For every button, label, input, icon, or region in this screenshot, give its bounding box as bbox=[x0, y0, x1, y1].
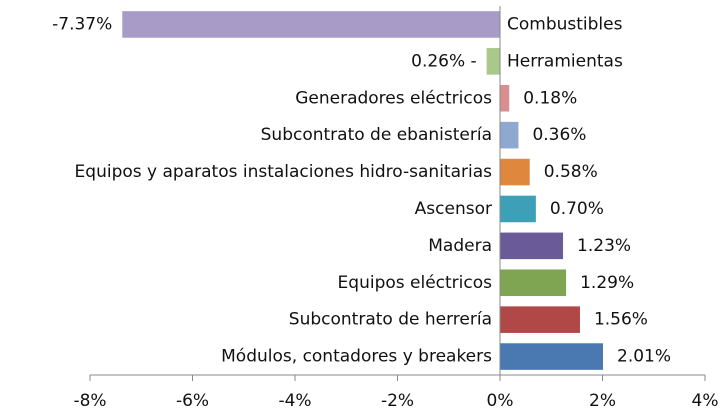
x-tick-label: 4% bbox=[692, 391, 719, 411]
category-label: Generadores eléctricos bbox=[295, 88, 492, 108]
value-label: 0.36% bbox=[532, 125, 586, 145]
value-label: 0.18% bbox=[523, 88, 577, 108]
category-label: Madera bbox=[428, 236, 492, 256]
value-label: 2.01% bbox=[617, 347, 671, 367]
category-label: Subcontrato de herrería bbox=[289, 310, 492, 330]
value-label: 0.26% - bbox=[411, 51, 477, 71]
x-tick-label: -2% bbox=[381, 391, 414, 411]
x-tick-label: -8% bbox=[73, 391, 106, 411]
bar bbox=[500, 343, 604, 370]
x-tick-label: 0% bbox=[487, 391, 514, 411]
bar bbox=[122, 11, 500, 38]
bar bbox=[500, 232, 564, 260]
bar bbox=[500, 195, 536, 223]
x-tick-label: -6% bbox=[176, 391, 209, 411]
x-tick-label: 2% bbox=[589, 391, 616, 411]
category-label: Combustibles bbox=[507, 14, 623, 34]
category-label: Módulos, contadores y breakers bbox=[221, 347, 492, 367]
bar bbox=[486, 48, 500, 75]
bar bbox=[500, 269, 567, 297]
category-label: Herramientas bbox=[507, 51, 623, 71]
bar bbox=[500, 121, 519, 149]
value-label: 1.23% bbox=[577, 236, 631, 256]
category-label: Equipos eléctricos bbox=[338, 273, 493, 293]
bar bbox=[500, 306, 580, 333]
value-label: 1.29% bbox=[580, 273, 634, 293]
value-label: 0.58% bbox=[544, 162, 598, 182]
category-label: Ascensor bbox=[415, 199, 492, 219]
x-tick-label: -4% bbox=[278, 391, 311, 411]
bar bbox=[500, 158, 530, 186]
category-label: Subcontrato de ebanistería bbox=[261, 125, 492, 145]
value-label: 0.70% bbox=[550, 199, 604, 219]
value-label: -7.37% bbox=[52, 14, 112, 34]
value-label: 1.56% bbox=[594, 310, 648, 330]
bar bbox=[500, 84, 510, 112]
category-label: Equipos y aparatos instalaciones hidro-s… bbox=[75, 162, 493, 182]
